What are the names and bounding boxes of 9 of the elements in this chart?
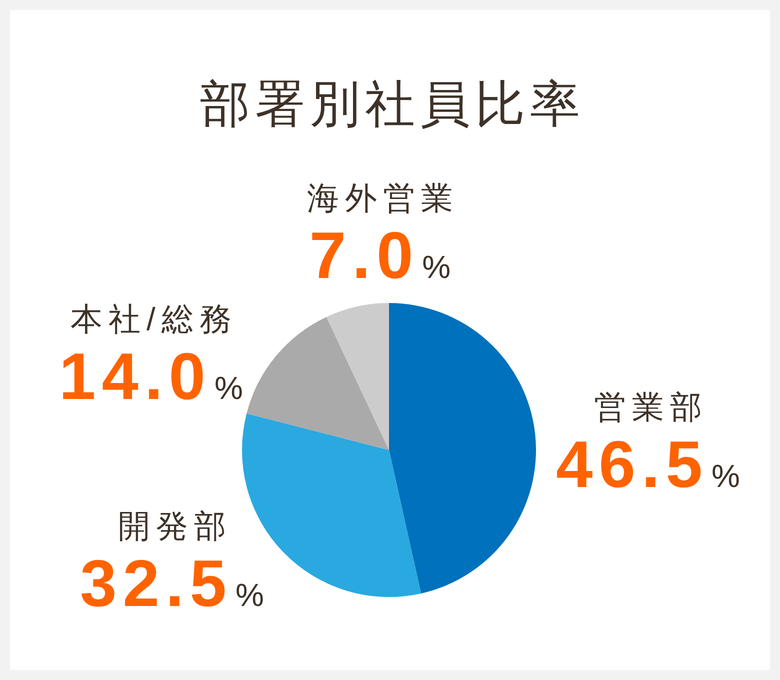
data-label: 32.5% [80, 546, 264, 620]
slice-label: 営業部 [594, 388, 708, 425]
slice-label: 開発部 [118, 508, 232, 544]
chart-title: 部署別社員比率 [199, 75, 586, 134]
data-label: 7.0% [309, 218, 451, 292]
data-label: 46.5% [556, 427, 740, 501]
slice-label: 海外営業 [307, 180, 459, 216]
data-label: 14.0% [59, 339, 243, 413]
slice-label: 本社/総務 [70, 300, 238, 337]
